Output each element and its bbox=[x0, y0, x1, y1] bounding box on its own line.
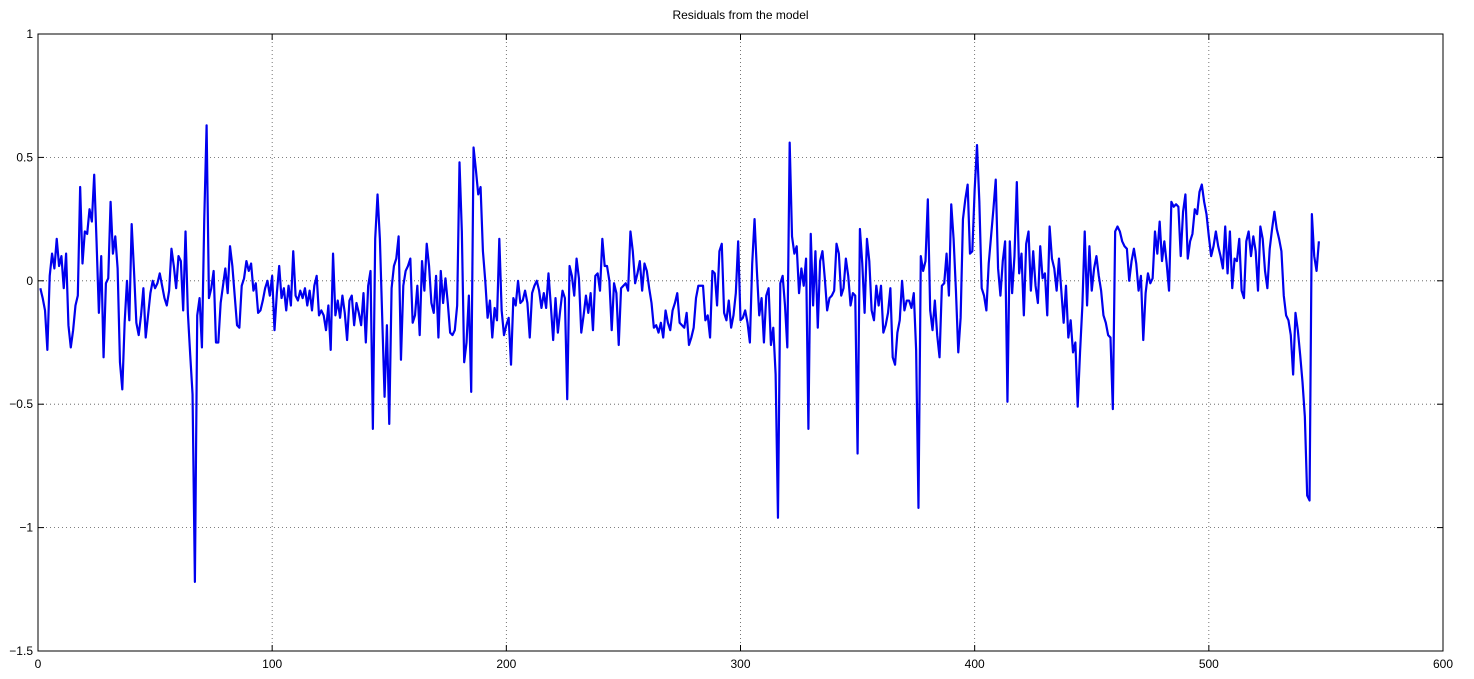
y-tick-label: 1 bbox=[26, 27, 33, 41]
y-tick-label: −1 bbox=[19, 521, 33, 535]
chart-title: Residuals from the model bbox=[672, 8, 808, 22]
y-tick-label: −1.5 bbox=[9, 644, 33, 658]
x-tick-label: 500 bbox=[1199, 657, 1219, 671]
x-tick-label: 600 bbox=[1433, 657, 1453, 671]
y-axis: −1.5 −1 −0.5 0 0.5 1 bbox=[9, 27, 1443, 658]
x-tick-label: 300 bbox=[730, 657, 750, 671]
residual-series-line bbox=[39, 124, 1320, 583]
y-tick-label: 0 bbox=[26, 274, 33, 288]
x-tick-label: 0 bbox=[35, 657, 42, 671]
y-tick-label: 0.5 bbox=[16, 150, 33, 164]
x-tick-label: 200 bbox=[496, 657, 516, 671]
x-tick-label: 100 bbox=[262, 657, 282, 671]
x-axis: 0 100 200 300 400 500 600 bbox=[35, 34, 1453, 671]
x-tick-label: 400 bbox=[965, 657, 985, 671]
y-tick-label: −0.5 bbox=[9, 397, 33, 411]
grid bbox=[38, 34, 1443, 651]
